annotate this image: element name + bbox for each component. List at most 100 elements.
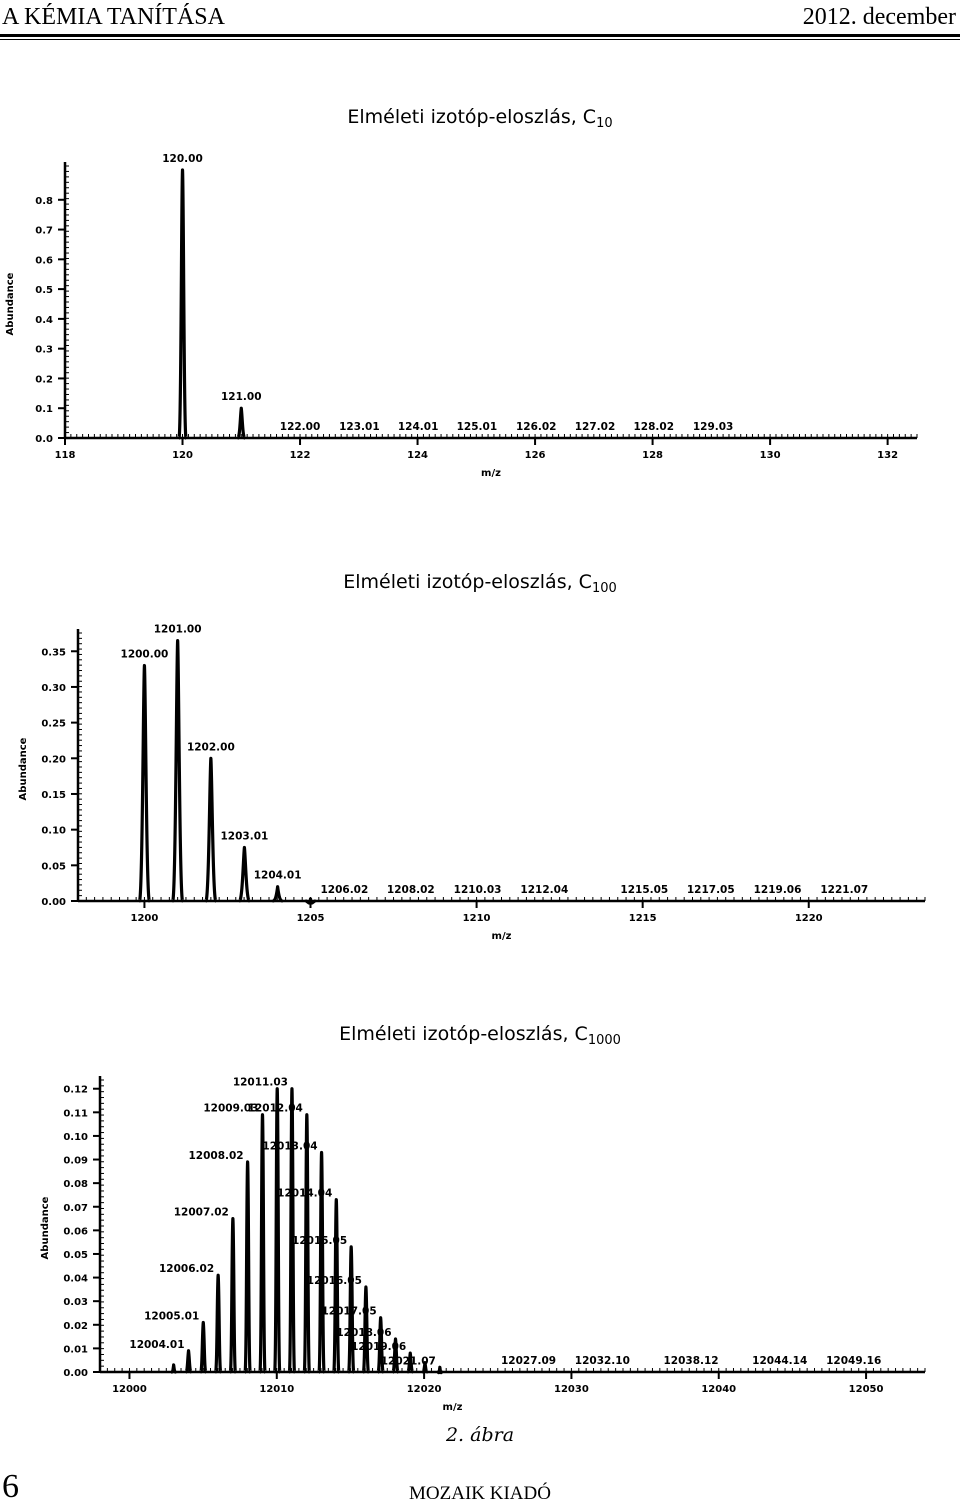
y-tick-label: 0.01 (63, 1344, 88, 1355)
y-tick-label: 0.04 (63, 1274, 88, 1285)
x-tick-label: 128 (642, 450, 663, 461)
y-tick-label: 0.7 (35, 226, 53, 237)
issue-date: 2012. december (802, 4, 956, 30)
peak-label: 127.02 (575, 421, 616, 433)
journal-title: A KÉMIA TANÍTÁSA (2, 4, 225, 30)
peak-label: 120.00 (162, 153, 203, 165)
peak-label: 12011.03 (233, 1077, 288, 1089)
y-tick-label: 0.10 (63, 1132, 88, 1143)
spectrum-peak (184, 1349, 193, 1374)
y-tick-label: 0.00 (63, 1368, 88, 1379)
figure-caption: 2. ábra (445, 1424, 515, 1446)
x-axis-label: m/z (443, 1402, 463, 1413)
peak-label: 1210.03 (454, 884, 502, 896)
spectrum-peak (228, 1216, 238, 1374)
spectrum-peak (237, 845, 251, 903)
peak-label: 1203.01 (220, 830, 268, 842)
y-axis-label: Abundance (5, 272, 16, 335)
spectrum-peak (391, 1337, 400, 1374)
peak-label: 12038.12 (663, 1355, 718, 1367)
x-tick-label: 126 (525, 450, 546, 461)
peak-label: 1215.05 (620, 884, 668, 896)
y-tick-label: 0.12 (63, 1085, 88, 1096)
x-tick-label: 12050 (849, 1384, 884, 1395)
x-tick-label: 1205 (297, 913, 325, 924)
y-tick-label: 0.35 (41, 647, 66, 658)
peak-label: 12032.10 (575, 1355, 630, 1367)
page-number: 6 (2, 1468, 19, 1505)
publisher-name: MOZAIK KIADÓ (409, 1483, 551, 1504)
chart-title-c100: Elméleti izotóp-eloszlás, C100 (0, 571, 960, 596)
page-header: A KÉMIA TANÍTÁSA 2012. december (0, 0, 960, 44)
x-tick-label: 1220 (795, 913, 823, 924)
spectrum-peak (305, 897, 316, 905)
isotope-chart-c100: 1200 1205 1210 1215 1220 0.00 0.05 0.10 0.15 0.20… (18, 624, 926, 942)
y-tick-label: 0.20 (41, 754, 66, 765)
spectrum-peak (243, 1160, 252, 1374)
spectrum-peak (361, 1285, 371, 1374)
y-tick-label: 0.05 (41, 861, 66, 872)
peak-label: 12007.02 (174, 1207, 229, 1219)
peak-label: 12013.04 (262, 1140, 317, 1152)
spectrum-peak (171, 638, 185, 903)
chart-title-subscript: 1000 (587, 1033, 621, 1048)
y-tick-label: 0.30 (41, 683, 66, 694)
chart-title-c1000: Elméleti izotóp-eloszlás, C1000 (0, 1023, 960, 1048)
y-tick-label: 0.05 (63, 1250, 88, 1261)
peak-label: 12008.02 (188, 1150, 243, 1162)
peak-label: 12027.09 (501, 1355, 556, 1367)
x-tick-label: 12040 (701, 1384, 736, 1395)
peak-label: 1208.02 (387, 884, 435, 896)
x-tick-label: 122 (290, 450, 311, 461)
y-tick-label: 0.3 (35, 345, 53, 356)
chart-title-subscript: 10 (596, 116, 613, 131)
isotope-chart-c10: 118 120 122 124 126 128 130 132 0.0 0.1 0.2 0.3 0.4 0… (5, 153, 918, 479)
peak-label: 1206.02 (320, 884, 368, 896)
spectrum-peak (273, 1087, 282, 1374)
peak-label: 1201.00 (154, 624, 202, 636)
spectrum-peak (258, 1113, 267, 1374)
x-axis-label: m/z (492, 931, 512, 942)
x-tick-label: 118 (55, 450, 76, 461)
spectrum-peak (302, 1113, 312, 1374)
spectrum-peak (272, 885, 284, 903)
spectrum-peak (317, 1150, 326, 1374)
y-axis-label: Abundance (18, 737, 29, 800)
spectrum-peak (199, 1320, 208, 1374)
peak-label: 12018.06 (336, 1327, 391, 1339)
peak-label: 12012.04 (248, 1103, 303, 1115)
spectrum-peak (287, 1087, 297, 1374)
x-tick-label: 1215 (629, 913, 657, 924)
peak-label: 12049.16 (826, 1355, 881, 1367)
y-tick-label: 0.4 (35, 315, 53, 326)
x-tick-label: 120 (172, 450, 193, 461)
peak-label: 121.00 (221, 391, 262, 403)
x-tick-label: 12010 (259, 1384, 294, 1395)
spectrum-peak (421, 1360, 429, 1374)
x-tick-label: 12000 (112, 1384, 147, 1395)
x-axis-label: m/z (481, 468, 501, 479)
header-rule-thin (0, 39, 960, 40)
peak-label: 12014.04 (277, 1188, 332, 1200)
peak-label: 12016.05 (307, 1275, 362, 1287)
x-tick-label: 12020 (407, 1384, 442, 1395)
y-tick-label: 0.08 (63, 1179, 88, 1190)
y-axis-label: Abundance (40, 1196, 51, 1259)
spectrum-peak (236, 406, 247, 440)
x-tick-label: 124 (407, 450, 428, 461)
chart-title-text: Elméleti izotóp-eloszlás, C (339, 1023, 588, 1045)
y-tick-label: 0.15 (41, 790, 66, 801)
peak-label: 1219.06 (754, 884, 802, 896)
y-tick-label: 0.06 (63, 1226, 88, 1237)
spectrum-peak (376, 1316, 385, 1374)
x-tick-label: 132 (877, 450, 898, 461)
peak-label: 12005.01 (144, 1310, 199, 1322)
peak-label: 1200.00 (121, 649, 169, 661)
y-tick-label: 0.10 (41, 826, 66, 837)
y-tick-label: 0.07 (63, 1203, 88, 1214)
peak-label: 123.01 (339, 421, 380, 433)
y-tick-label: 0.03 (63, 1297, 88, 1308)
x-tick-label: 12030 (554, 1384, 589, 1395)
peak-label: 12021.07 (381, 1355, 436, 1367)
spectrum-peak (213, 1273, 223, 1374)
